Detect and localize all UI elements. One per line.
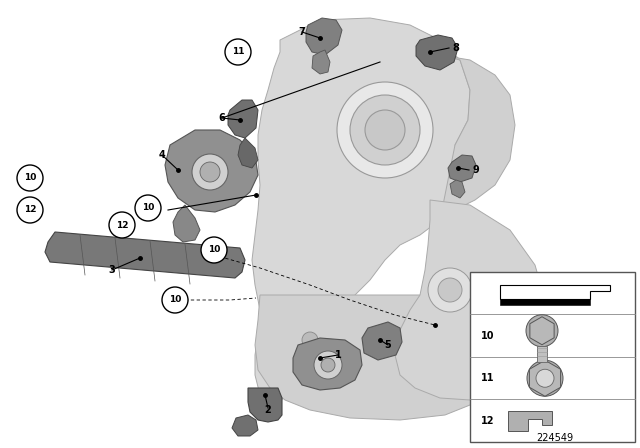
Polygon shape	[173, 205, 200, 242]
Polygon shape	[165, 130, 258, 212]
Text: 12: 12	[24, 206, 36, 215]
Circle shape	[526, 315, 558, 347]
Polygon shape	[450, 180, 465, 198]
Text: 2: 2	[264, 405, 271, 415]
Text: 224549: 224549	[536, 433, 573, 443]
Circle shape	[200, 162, 220, 182]
Text: 7: 7	[299, 27, 305, 37]
Polygon shape	[362, 322, 402, 360]
Circle shape	[314, 351, 342, 379]
Polygon shape	[416, 35, 458, 70]
Circle shape	[17, 197, 43, 223]
Circle shape	[350, 95, 420, 165]
Circle shape	[527, 360, 563, 396]
Circle shape	[162, 287, 188, 313]
Polygon shape	[508, 411, 552, 431]
Text: 1: 1	[335, 350, 341, 360]
Text: 11: 11	[232, 47, 244, 56]
Bar	[500, 299, 590, 305]
Circle shape	[135, 195, 161, 221]
Circle shape	[201, 237, 227, 263]
Circle shape	[225, 39, 251, 65]
Polygon shape	[248, 388, 282, 422]
Text: 6: 6	[219, 113, 225, 123]
Text: 10: 10	[169, 296, 181, 305]
Text: 12: 12	[116, 220, 128, 229]
Polygon shape	[448, 155, 476, 182]
Polygon shape	[312, 50, 330, 74]
Text: 10: 10	[208, 246, 220, 254]
Polygon shape	[255, 295, 490, 420]
Text: 3: 3	[109, 265, 115, 275]
Text: 8: 8	[452, 43, 460, 53]
Polygon shape	[440, 55, 515, 220]
Circle shape	[302, 332, 318, 348]
Polygon shape	[252, 18, 470, 405]
Text: 4: 4	[159, 150, 165, 160]
Polygon shape	[500, 285, 610, 299]
Polygon shape	[395, 200, 545, 400]
Bar	[470, 272, 635, 442]
Circle shape	[321, 358, 335, 372]
Text: 5: 5	[385, 340, 392, 350]
Polygon shape	[293, 338, 362, 390]
Circle shape	[428, 268, 472, 312]
Text: 12: 12	[481, 416, 495, 426]
Text: 11: 11	[481, 373, 495, 383]
Circle shape	[109, 212, 135, 238]
Circle shape	[365, 110, 405, 150]
Bar	[537, 346, 547, 362]
Circle shape	[438, 278, 462, 302]
Circle shape	[192, 154, 228, 190]
Circle shape	[536, 369, 554, 387]
Text: 10: 10	[481, 331, 495, 341]
Polygon shape	[529, 360, 561, 396]
Circle shape	[17, 165, 43, 191]
Text: 9: 9	[472, 165, 479, 175]
Polygon shape	[45, 232, 245, 278]
Circle shape	[337, 82, 433, 178]
Polygon shape	[238, 138, 258, 168]
Polygon shape	[228, 100, 258, 138]
Polygon shape	[232, 415, 258, 436]
Polygon shape	[530, 317, 554, 345]
Polygon shape	[306, 18, 342, 55]
Text: 10: 10	[24, 173, 36, 182]
Text: 10: 10	[142, 203, 154, 212]
